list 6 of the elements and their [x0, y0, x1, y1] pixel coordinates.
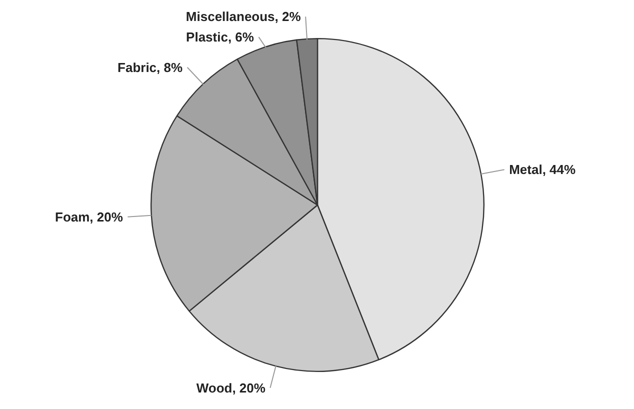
slice-label: Wood, 20%	[196, 380, 266, 396]
slice-label: Foam, 20%	[55, 209, 124, 224]
slice-label: Plastic, 6%	[186, 30, 254, 45]
slice-label: Metal, 44%	[509, 162, 576, 178]
slice-label: Fabric, 8%	[118, 60, 183, 75]
slice-label: Miscellaneous, 2%	[186, 9, 302, 24]
